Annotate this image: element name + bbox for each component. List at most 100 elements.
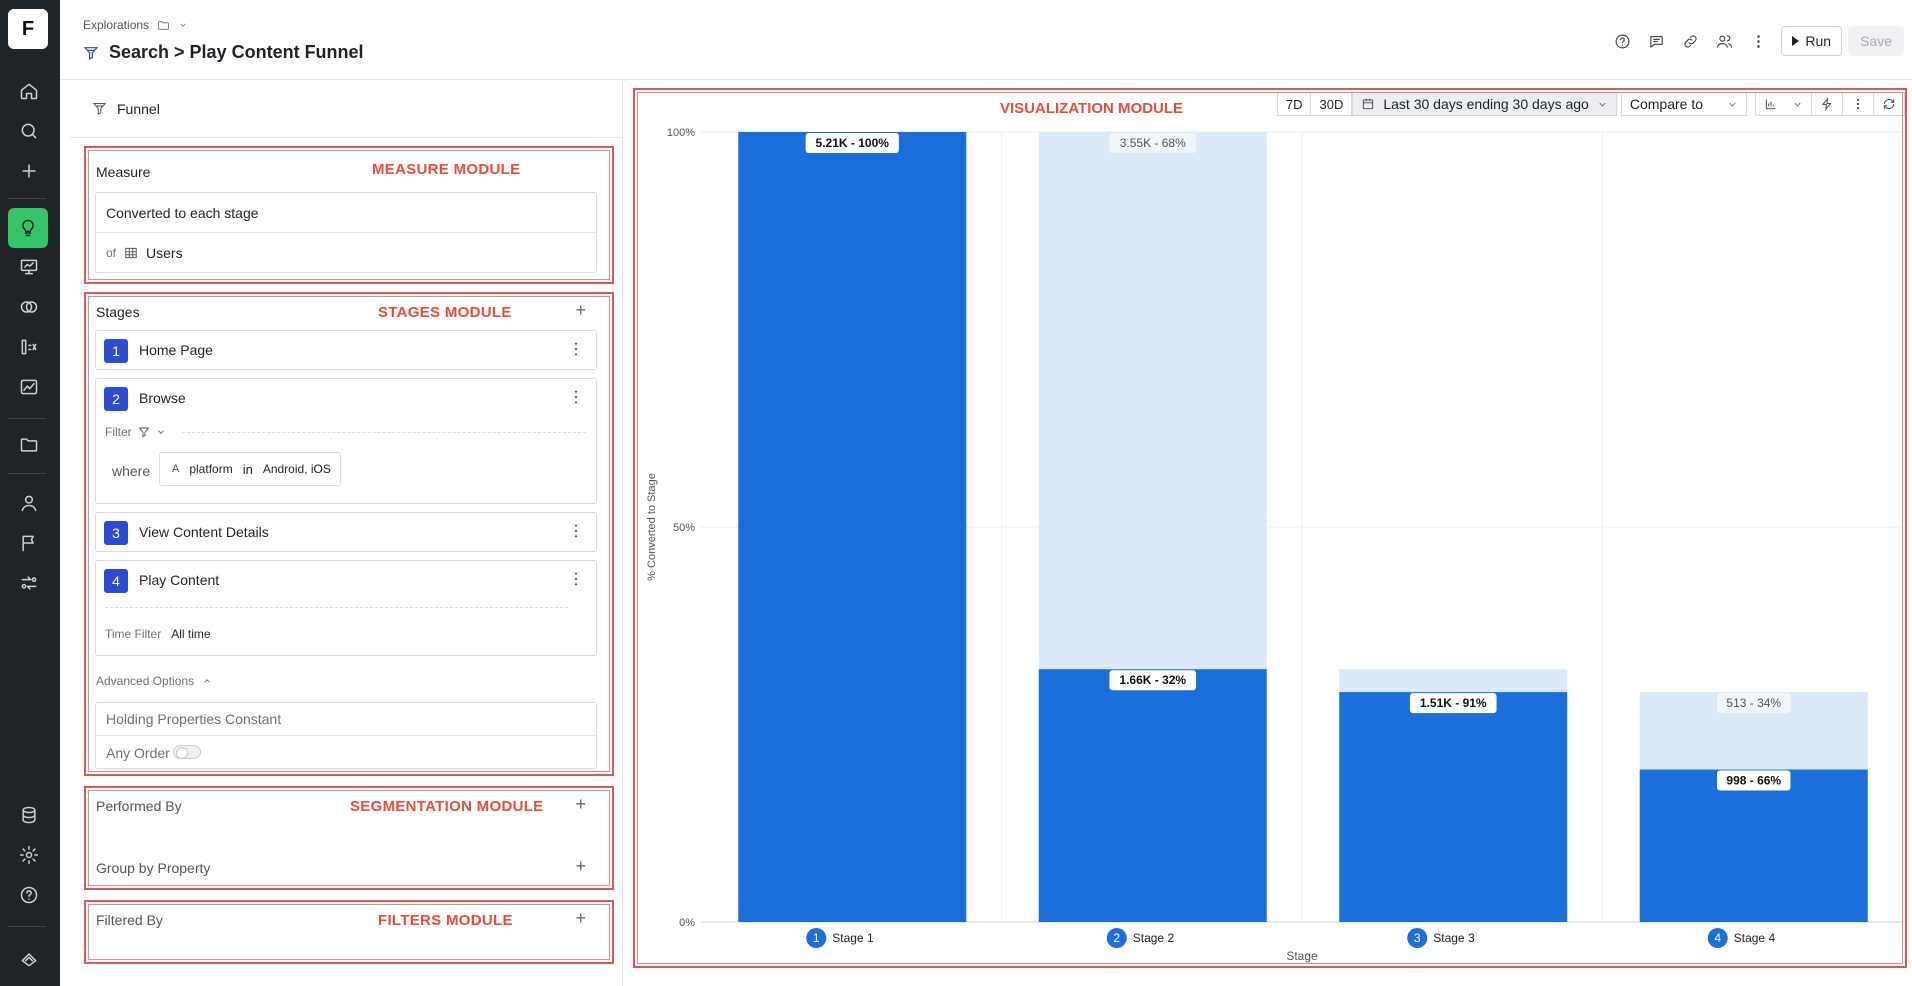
converted-data-label: 998 - 66% bbox=[1717, 770, 1791, 791]
folder-icon[interactable] bbox=[14, 430, 44, 460]
add-group-by-button[interactable]: + bbox=[575, 856, 586, 876]
any-order-label: Any Order bbox=[106, 744, 170, 761]
holding-properties-select[interactable]: Holding Properties Constant bbox=[96, 703, 596, 736]
stage-name: Browse bbox=[139, 390, 186, 406]
more-vertical-icon[interactable] bbox=[1741, 26, 1775, 56]
stage-card[interactable]: 2 Browse ⋯ Filter where A platform in An… bbox=[95, 378, 597, 504]
home-icon[interactable] bbox=[14, 76, 44, 106]
stage-card[interactable]: 1 Home Page ⋯ bbox=[95, 330, 597, 370]
save-button[interactable]: Save bbox=[1848, 26, 1904, 56]
more-vertical-icon[interactable]: ⋯ bbox=[567, 523, 584, 539]
more-vertical-icon[interactable]: ⋯ bbox=[567, 571, 584, 587]
y-tick-label: 0% bbox=[679, 917, 695, 929]
converted-data-label-bg bbox=[805, 133, 899, 153]
folder-icon[interactable] bbox=[157, 19, 170, 32]
dropped-data-label: 513 - 34% bbox=[1717, 693, 1791, 714]
stage-card[interactable]: 3 View Content Details ⋯ bbox=[95, 512, 597, 552]
entity-value: Users bbox=[146, 245, 183, 261]
refresh-icon[interactable] bbox=[1873, 92, 1905, 116]
add-performed-by-button[interactable]: + bbox=[575, 794, 586, 814]
play-icon bbox=[1792, 36, 1800, 46]
more-vertical-icon[interactable]: ⋯ bbox=[567, 389, 584, 405]
comment-icon[interactable] bbox=[1639, 26, 1673, 56]
bar-converted bbox=[738, 132, 967, 922]
chevron-down-icon[interactable] bbox=[178, 20, 188, 30]
any-order-toggle[interactable] bbox=[173, 745, 201, 759]
flag-icon[interactable] bbox=[14, 528, 44, 558]
date-range-select[interactable]: Last 30 days ending 30 days ago bbox=[1352, 92, 1617, 116]
segmentation-module: Performed By SEGMENTATION MODULE + Group… bbox=[84, 786, 614, 890]
stage-badge bbox=[806, 928, 827, 948]
dropped-data-label-bg bbox=[1109, 133, 1197, 153]
measure-module-label: MEASURE MODULE bbox=[372, 161, 521, 178]
more-vertical-icon[interactable]: ⋯ bbox=[567, 341, 584, 357]
config-panel: Funnel Measure MEASURE MODULE Converted … bbox=[70, 80, 623, 986]
lightning-icon[interactable] bbox=[1811, 92, 1843, 116]
search-icon[interactable] bbox=[14, 116, 44, 146]
plus-icon[interactable] bbox=[14, 156, 44, 186]
any-order-row: Any Order bbox=[96, 736, 596, 769]
link-icon[interactable] bbox=[1673, 26, 1707, 56]
add-stage-button[interactable]: + bbox=[575, 300, 586, 320]
x-tick-label: Stage 3 bbox=[1433, 931, 1475, 945]
range-7d-button[interactable]: 7D bbox=[1276, 92, 1312, 116]
string-type-icon: A bbox=[172, 463, 180, 475]
converted-data-label-bg bbox=[1717, 770, 1791, 791]
filter-condition-chip[interactable]: A platform in Android, iOS bbox=[159, 452, 341, 486]
bar-converted bbox=[1339, 692, 1568, 922]
share-users-icon[interactable] bbox=[1707, 26, 1741, 56]
app-logo[interactable]: F bbox=[8, 9, 48, 49]
metrics-icon[interactable] bbox=[14, 332, 44, 362]
chevron-down-icon bbox=[1729, 102, 1736, 106]
user-icon[interactable] bbox=[14, 488, 44, 518]
gear-icon[interactable] bbox=[14, 840, 44, 870]
stage-number-badge: 3 bbox=[104, 521, 128, 545]
group-by-title: Group by Property bbox=[96, 860, 211, 876]
page-title-text[interactable]: Search > Play Content Funnel bbox=[109, 42, 364, 62]
measure-entity-select[interactable]: of Users bbox=[96, 233, 596, 273]
stage-number-badge: 2 bbox=[104, 387, 128, 411]
chart-type-select[interactable] bbox=[1755, 92, 1812, 116]
help-icon[interactable] bbox=[14, 880, 44, 910]
funnel-chart: 0% 50% 100% 5.21K - 100% 1 Stage 1 3.55K - 68%… bbox=[646, 127, 1903, 963]
dropped-data-label-text: 3.55K - 68% bbox=[1120, 136, 1186, 150]
page-header: Explorations Search > Play Content Funne… bbox=[60, 0, 1912, 80]
more-vertical-icon[interactable] bbox=[1842, 92, 1874, 116]
overlap-icon[interactable] bbox=[14, 292, 44, 322]
breadcrumb[interactable]: Explorations bbox=[83, 18, 188, 32]
dropped-data-label-text: 513 - 34% bbox=[1726, 696, 1781, 710]
filter-toggle[interactable]: Filter bbox=[105, 425, 166, 439]
filter-label: Filter bbox=[105, 425, 132, 439]
measure-select[interactable]: Converted to each stage bbox=[96, 193, 596, 233]
compare-to-select[interactable]: Compare to bbox=[1620, 92, 1747, 116]
experiment-icon[interactable] bbox=[14, 568, 44, 598]
time-filter[interactable]: Time Filter All time bbox=[105, 627, 211, 641]
run-button[interactable]: Run bbox=[1781, 26, 1843, 56]
converted-data-label-bg bbox=[1109, 670, 1197, 691]
chart-line-icon[interactable] bbox=[14, 372, 44, 402]
range-30d-button[interactable]: 30D bbox=[1310, 92, 1353, 116]
calendar-icon bbox=[1363, 98, 1374, 110]
advanced-options-toggle[interactable]: Advanced Options bbox=[96, 674, 212, 688]
help-icon[interactable] bbox=[1605, 26, 1639, 56]
measure-box: Converted to each stage of Users bbox=[95, 192, 597, 273]
stage-name: View Content Details bbox=[139, 524, 269, 540]
converted-data-label: 1.66K - 32% bbox=[1109, 670, 1197, 691]
stage-badge bbox=[1707, 928, 1728, 948]
add-filter-button[interactable]: + bbox=[575, 908, 586, 928]
time-filter-value: All time bbox=[171, 627, 211, 641]
breadcrumb-label[interactable]: Explorations bbox=[83, 18, 150, 32]
advanced-options-box: Holding Properties Constant Any Order bbox=[95, 702, 597, 769]
stage-name: Play Content bbox=[139, 572, 220, 588]
table-icon bbox=[125, 247, 137, 259]
y-tick-label: 100% bbox=[667, 127, 695, 139]
date-range-label: Last 30 days ending 30 days ago bbox=[1383, 96, 1589, 112]
database-icon[interactable] bbox=[14, 800, 44, 830]
stage-card[interactable]: 4 Play Content ⋯ Time Filter All time bbox=[95, 560, 597, 656]
funnel-icon bbox=[83, 46, 99, 60]
lightbulb-icon[interactable] bbox=[8, 208, 48, 248]
time-filter-label: Time Filter bbox=[105, 627, 162, 641]
measure-module: Measure MEASURE MODULE Converted to each… bbox=[84, 146, 614, 284]
brand-icon[interactable] bbox=[14, 944, 44, 974]
presentation-icon[interactable] bbox=[14, 252, 44, 282]
